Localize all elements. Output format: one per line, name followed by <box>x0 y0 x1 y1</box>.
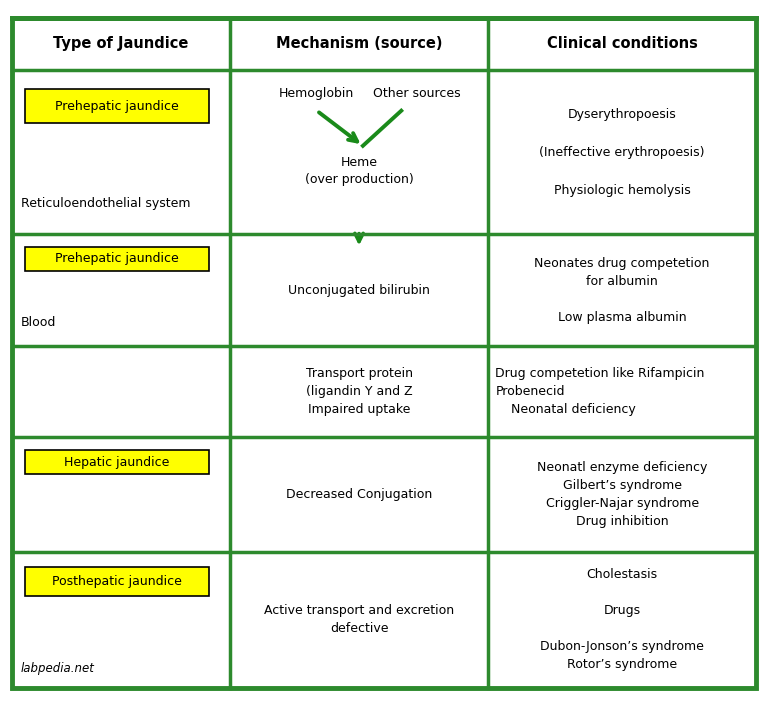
Text: Cholestasis

Drugs

Dubon-Jonson’s syndrome
Rotor’s syndrome: Cholestasis Drugs Dubon-Jonson’s syndrom… <box>540 569 704 671</box>
Text: Decreased Conjugation: Decreased Conjugation <box>286 488 432 501</box>
Text: Other sources: Other sources <box>372 86 461 100</box>
Text: Mechanism (source): Mechanism (source) <box>276 37 442 51</box>
FancyBboxPatch shape <box>25 89 209 123</box>
Text: Neonates drug competetion
for albumin

Low plasma albumin: Neonates drug competetion for albumin Lo… <box>535 256 710 324</box>
Text: Dyserythropoesis

(Ineffective erythropoesis)

Physiologic hemolysis: Dyserythropoesis (Ineffective erythropoe… <box>539 107 705 197</box>
Text: Neonatl enzyme deficiency
Gilbert’s syndrome
Criggler-Najar syndrome
Drug inhibi: Neonatl enzyme deficiency Gilbert’s synd… <box>537 461 707 528</box>
FancyBboxPatch shape <box>25 449 209 475</box>
Text: Hemoglobin: Hemoglobin <box>280 86 354 100</box>
FancyBboxPatch shape <box>25 567 209 596</box>
Text: Posthepatic jaundice: Posthepatic jaundice <box>51 576 181 588</box>
FancyBboxPatch shape <box>25 246 209 271</box>
Text: Clinical conditions: Clinical conditions <box>547 37 697 51</box>
Text: Active transport and excretion
defective: Active transport and excretion defective <box>264 604 454 635</box>
Text: Drug competetion like Rifampicin
Probenecid
    Neonatal deficiency: Drug competetion like Rifampicin Probene… <box>495 367 705 416</box>
Text: Hepatic jaundice: Hepatic jaundice <box>64 456 169 468</box>
Text: Blood: Blood <box>21 316 56 329</box>
Text: labpedia.net: labpedia.net <box>21 662 94 675</box>
Text: Heme
(over production): Heme (over production) <box>305 157 413 186</box>
Text: Transport protein
(ligandin Y and Z
Impaired uptake: Transport protein (ligandin Y and Z Impa… <box>306 367 412 416</box>
Text: Prehepatic jaundice: Prehepatic jaundice <box>55 100 178 113</box>
Text: Unconjugated bilirubin: Unconjugated bilirubin <box>288 284 430 296</box>
Text: Type of Jaundice: Type of Jaundice <box>53 37 189 51</box>
Text: Prehepatic jaundice: Prehepatic jaundice <box>55 252 178 265</box>
Text: Reticuloendothelial system: Reticuloendothelial system <box>21 197 190 210</box>
